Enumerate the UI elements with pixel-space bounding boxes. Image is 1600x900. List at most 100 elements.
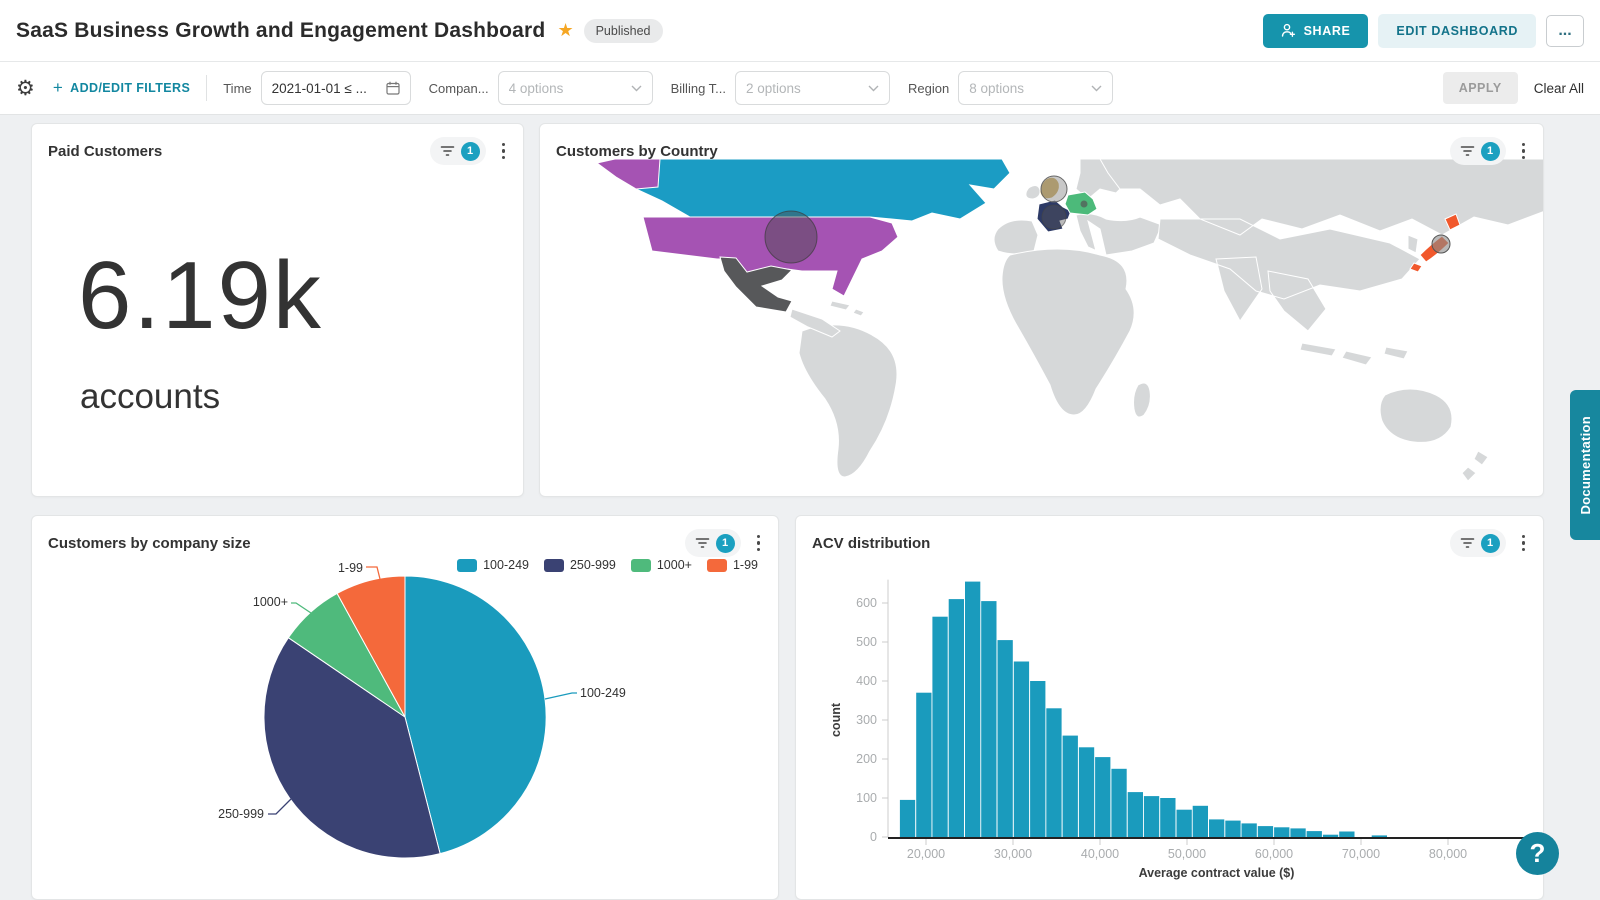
histogram-bar[interactable]	[948, 599, 964, 837]
more-options-button[interactable]: ...	[1546, 14, 1584, 47]
legend-item-1000+[interactable]: 1000+	[630, 558, 692, 572]
japan-marker[interactable]	[1431, 234, 1451, 254]
chevron-down-icon	[1091, 85, 1102, 92]
region-select[interactable]: 8 options	[958, 71, 1114, 105]
widget-menu-kebab-icon[interactable]	[751, 531, 767, 556]
pie-chart-svg[interactable]: 100-249 250-999 1000+ 1-99	[32, 516, 779, 900]
pie-slice-label: 250-999	[218, 807, 264, 821]
apply-button[interactable]: APPLY	[1442, 72, 1518, 104]
histogram-bar[interactable]	[1160, 798, 1176, 837]
canada-shape[interactable]	[595, 159, 1011, 222]
histogram-bar[interactable]	[1176, 809, 1192, 837]
histogram-bar[interactable]	[1143, 796, 1160, 837]
filter-region-label: Region	[908, 80, 950, 96]
calendar-icon	[386, 81, 400, 95]
histogram-bar[interactable]	[1046, 708, 1062, 837]
y-tick-label: 100	[856, 791, 877, 805]
histogram-bar[interactable]	[932, 616, 948, 837]
histogram-bar[interactable]	[1095, 757, 1111, 837]
japan-north-shape[interactable]	[1444, 213, 1461, 231]
widget-title: Customers by company size	[48, 534, 251, 552]
histogram-bar[interactable]	[1127, 792, 1143, 837]
histogram-bar[interactable]	[1225, 820, 1241, 837]
kpi-unit: accounts	[80, 377, 221, 416]
widget-menu-kebab-icon[interactable]	[1516, 139, 1532, 164]
histogram-bar[interactable]	[1371, 835, 1387, 837]
us-shape[interactable]	[595, 159, 661, 190]
help-button[interactable]: ?	[1516, 832, 1559, 875]
widget-menu-kebab-icon[interactable]	[1516, 531, 1532, 556]
pie-slice-label: 100-249	[580, 686, 626, 700]
histogram-bar[interactable]	[1306, 831, 1322, 837]
histogram-bar[interactable]	[1241, 823, 1257, 837]
histogram-bar[interactable]	[1339, 831, 1355, 838]
legend-item-1-99[interactable]: 1-99	[706, 558, 758, 572]
filter-region: Region 8 options	[908, 71, 1114, 105]
widget-menu-kebab-icon[interactable]	[496, 139, 512, 164]
favorite-star-icon[interactable]: ★	[557, 20, 574, 40]
app-header: SaaS Business Growth and Engagement Dash…	[0, 0, 1600, 62]
histogram-bar[interactable]	[1257, 826, 1274, 837]
histogram-bar[interactable]	[1013, 661, 1030, 838]
documentation-tab[interactable]: Documentation	[1570, 390, 1600, 540]
company-size-select[interactable]: 4 options	[497, 71, 653, 105]
x-tick-label: 30,000	[994, 847, 1032, 861]
share-button[interactable]: SHARE	[1262, 13, 1369, 48]
billing-type-select[interactable]: 2 options	[735, 71, 891, 105]
us-marker[interactable]	[764, 210, 818, 264]
acv-histogram-svg[interactable]: 0 100 200 300 400 500 600 20,000 30,000 40,000 50,…	[796, 516, 1544, 900]
histogram-bar[interactable]	[1030, 681, 1046, 837]
histogram-bar[interactable]	[1062, 735, 1078, 837]
histogram-bar[interactable]	[965, 581, 981, 837]
histogram-bar[interactable]	[1192, 805, 1208, 837]
widget-acv-distribution: ACV distribution 1 0 100 200 300 400 500 600 20…	[795, 515, 1544, 900]
y-tick-label: 500	[856, 635, 877, 649]
pie-slice-1-99[interactable]	[336, 575, 406, 718]
settings-gear-icon[interactable]: ⚙	[16, 76, 35, 100]
widget-filter-chip[interactable]: 1	[1449, 529, 1506, 557]
caribbean-shape	[829, 300, 865, 317]
histogram-bar[interactable]	[1322, 834, 1339, 837]
histogram-bar[interactable]	[981, 601, 997, 837]
legend-item-100-249[interactable]: 100-249	[457, 558, 529, 572]
histogram-bar[interactable]	[916, 692, 932, 837]
germany-marker[interactable]	[1080, 200, 1088, 208]
pie-slice-label: 1000+	[253, 595, 288, 609]
mexico-shape[interactable]	[719, 256, 794, 313]
legend-item-250-999[interactable]: 250-999	[543, 558, 616, 572]
filter-company: Compan... 4 options	[429, 71, 653, 105]
plus-icon: +	[52, 78, 64, 97]
france-marker[interactable]	[1041, 204, 1067, 230]
histogram-bar[interactable]	[1111, 768, 1127, 838]
widget-filter-chip[interactable]: 1	[684, 529, 741, 557]
legend-label: 1000+	[656, 558, 692, 572]
y-tick-label: 600	[856, 596, 877, 610]
korea-shape	[1407, 234, 1419, 254]
edit-dashboard-button[interactable]: EDIT DASHBOARD	[1378, 13, 1536, 48]
histogram-bar[interactable]	[1274, 827, 1290, 838]
pie-slice-100-249[interactable]	[404, 575, 547, 855]
pie-slice-label: 1-99	[338, 561, 363, 575]
add-edit-filters-button[interactable]: + ADD/EDIT FILTERS	[53, 78, 190, 98]
pie-legend: 100-249 250-999 1000+ 1-99	[457, 558, 758, 572]
histogram-bar[interactable]	[899, 799, 916, 837]
chevron-down-icon	[631, 85, 642, 92]
clear-all-button[interactable]: Clear All	[1533, 80, 1584, 96]
y-tick-label: 0	[870, 830, 877, 844]
pie-slice-250-999[interactable]	[263, 637, 441, 859]
status-badge: Published	[583, 18, 663, 43]
histogram-bar[interactable]	[997, 640, 1013, 837]
divider	[206, 75, 208, 101]
share-button-label: SHARE	[1303, 23, 1351, 38]
histogram-bar[interactable]	[1209, 819, 1225, 837]
time-range-input[interactable]: 2021-01-01 ≤ ...	[260, 71, 411, 105]
widget-filter-chip[interactable]: 1	[429, 137, 486, 165]
y-tick-label: 300	[856, 713, 877, 727]
widget-filter-chip[interactable]: 1	[1449, 137, 1506, 165]
histogram-bar[interactable]	[1078, 747, 1095, 837]
world-map[interactable]	[540, 159, 1544, 497]
uk-marker[interactable]	[1040, 175, 1068, 203]
time-range-value: 2021-01-01 ≤ ...	[271, 80, 367, 96]
africa-shape	[1001, 248, 1135, 416]
histogram-bar[interactable]	[1290, 828, 1306, 837]
